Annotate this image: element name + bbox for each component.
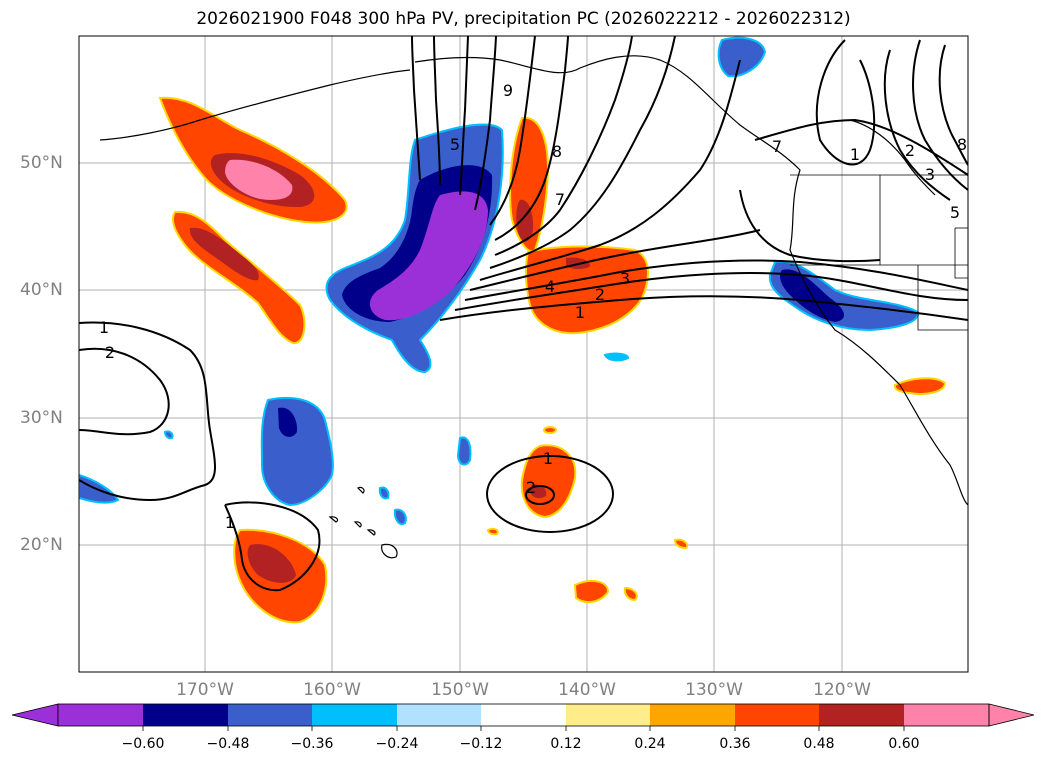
pv-label: 5 bbox=[450, 135, 460, 154]
lon-label: 160°W bbox=[303, 680, 361, 700]
lat-label: 20°N bbox=[20, 535, 63, 555]
pv-label: 8 bbox=[957, 135, 967, 154]
coastlines bbox=[99, 55, 968, 559]
pv-label: 7 bbox=[555, 190, 565, 209]
pv-label: 3 bbox=[925, 165, 935, 184]
map-frame bbox=[78, 35, 969, 673]
pv-label: 3 bbox=[620, 269, 630, 288]
colorbar-tick-label: −0.12 bbox=[459, 736, 503, 752]
pv-label: 8 bbox=[552, 142, 562, 161]
pv-label: 2 bbox=[905, 141, 915, 160]
state-borders bbox=[790, 174, 968, 331]
pv-label: 1 bbox=[850, 145, 860, 164]
colorbar-tick-label: 0.12 bbox=[550, 736, 582, 752]
pv-label: 7 bbox=[772, 137, 782, 156]
lat-label: 50°N bbox=[20, 153, 63, 173]
precip-neg-south bbox=[260, 396, 334, 507]
lon-label: 170°W bbox=[176, 680, 234, 700]
lat-label: 40°N bbox=[20, 280, 63, 300]
pv-label: 1 bbox=[575, 303, 585, 322]
pv-contours bbox=[79, 36, 968, 592]
pv-label: 9 bbox=[503, 81, 513, 100]
plot-title: 2026021900 F048 300 hPa PV, precipitatio… bbox=[196, 9, 851, 29]
colorbar bbox=[11, 703, 1035, 731]
colorbar-tick-label: 0.24 bbox=[634, 736, 666, 752]
lon-label: 120°W bbox=[813, 680, 871, 700]
pv-label: 1 bbox=[543, 449, 553, 468]
colorbar-tick-label: 0.36 bbox=[719, 736, 751, 752]
precip-neg-ne bbox=[717, 36, 767, 78]
colorbar-tick-label: −0.24 bbox=[375, 736, 419, 752]
lon-label: 140°W bbox=[558, 680, 616, 700]
colorbar-tick-label: 0.48 bbox=[803, 736, 835, 752]
colorbar-extend-low bbox=[11, 703, 59, 727]
colorbar-tick-label: 0.60 bbox=[888, 736, 920, 752]
pv-label: 1 bbox=[99, 318, 109, 337]
pv-label: 5 bbox=[950, 203, 960, 222]
map-area: 1 2 3 4 7 8 9 5 1 2 7 1 2 1 1 2 3 5 8 bbox=[79, 36, 968, 672]
pv-label: 2 bbox=[105, 343, 115, 362]
colorbar-extend-high bbox=[988, 703, 1035, 727]
lon-label: 150°W bbox=[431, 680, 489, 700]
pv-label: 2 bbox=[595, 285, 605, 304]
contour-labels: 1 2 3 4 7 8 9 5 1 2 7 1 2 1 1 2 3 5 8 bbox=[99, 81, 967, 532]
pv-label: 1 bbox=[225, 513, 235, 532]
colorbar-tick-label: −0.60 bbox=[121, 736, 165, 752]
pv-label: 2 bbox=[526, 478, 536, 497]
lon-label: 130°W bbox=[685, 680, 743, 700]
lat-label: 30°N bbox=[20, 408, 63, 428]
pv-label: 4 bbox=[545, 277, 555, 296]
precip-positive bbox=[158, 96, 947, 624]
precip-negative bbox=[79, 36, 920, 526]
colorbar-tick-label: −0.48 bbox=[206, 736, 250, 752]
colorbar-tick-label: −0.36 bbox=[290, 736, 334, 752]
